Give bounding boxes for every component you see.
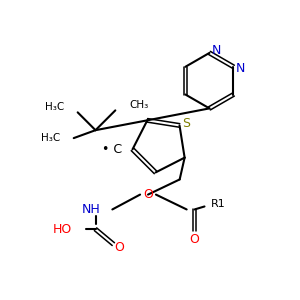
Text: N: N	[212, 44, 221, 57]
Text: CH₃: CH₃	[129, 100, 148, 110]
Text: H₃C: H₃C	[45, 102, 64, 112]
Text: N: N	[236, 62, 245, 75]
Text: H₃C: H₃C	[40, 133, 60, 143]
Text: O: O	[143, 188, 153, 201]
Text: R1: R1	[210, 200, 225, 209]
Text: • C: • C	[103, 143, 123, 156]
Text: O: O	[190, 233, 200, 246]
Text: HO: HO	[52, 223, 72, 236]
Text: S: S	[182, 117, 190, 130]
Text: NH: NH	[82, 203, 100, 216]
Text: O: O	[114, 241, 124, 254]
